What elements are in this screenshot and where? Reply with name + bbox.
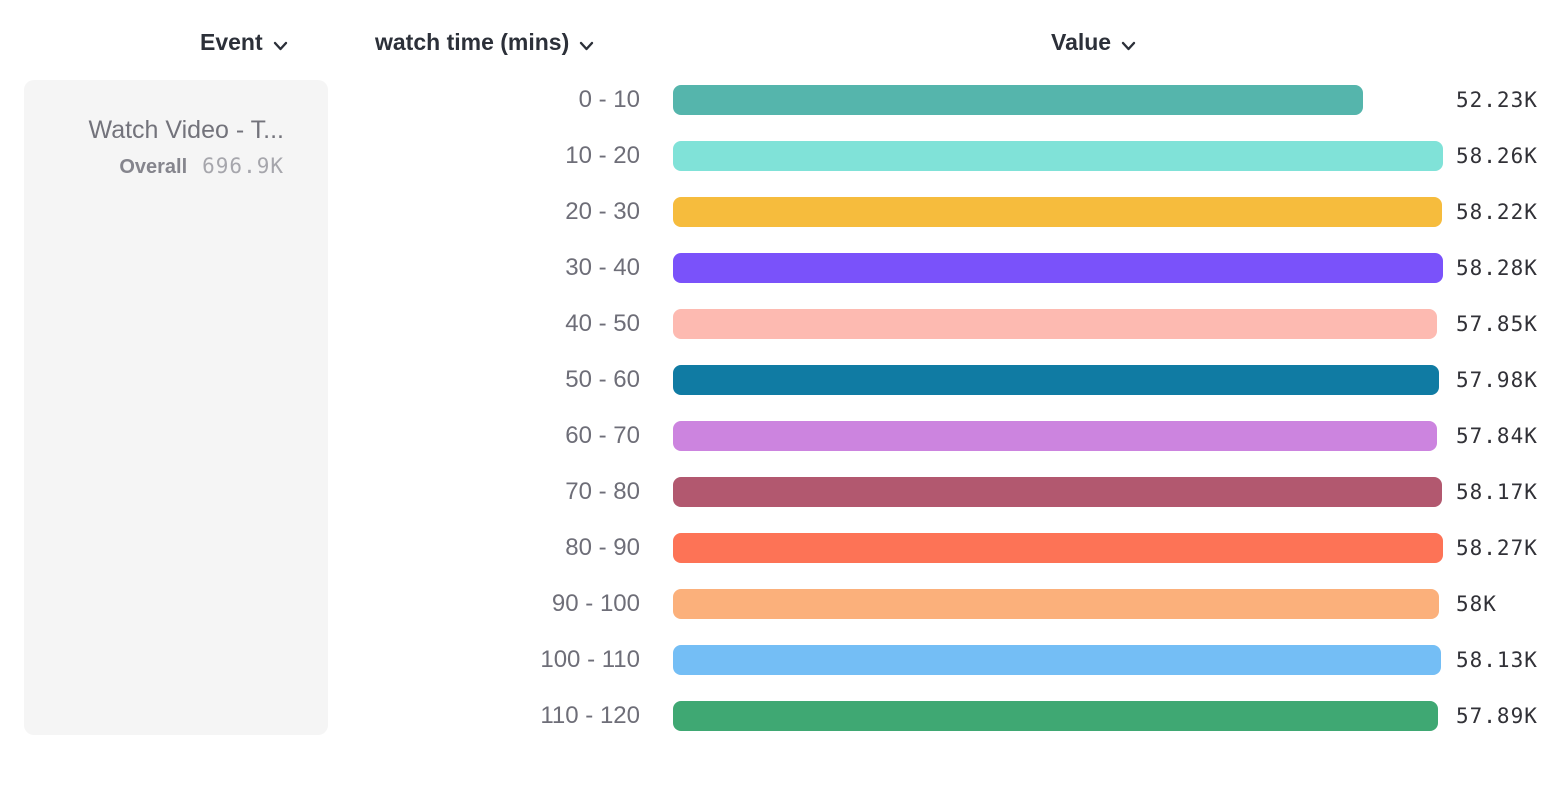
chart-row: 90 - 100 58K — [0, 576, 1568, 632]
legend-overall-row: Overall 696.9K — [24, 154, 284, 179]
bar[interactable] — [673, 477, 1442, 507]
bar-chart: 0 - 10 52.23K 10 - 20 58.26K 20 - 30 58.… — [0, 72, 1568, 744]
chart-row: 10 - 20 58.26K — [0, 128, 1568, 184]
chevron-down-icon — [579, 30, 594, 57]
legend-overall-value: 696.9K — [202, 154, 284, 178]
bar[interactable] — [673, 309, 1438, 339]
bar-value-label: 58.17K — [1456, 480, 1538, 504]
bucket-label: 0 - 10 — [578, 86, 640, 113]
bar-value-label: 58.27K — [1456, 536, 1538, 560]
bucket-label: 90 - 100 — [551, 590, 640, 617]
bucket-label: 80 - 90 — [565, 534, 640, 561]
bar[interactable] — [673, 421, 1438, 451]
chart-row: 50 - 60 57.98K — [0, 352, 1568, 408]
bar-track — [673, 533, 1443, 563]
event-dropdown-label: Event — [200, 28, 263, 55]
chart-row: 20 - 30 58.22K — [0, 184, 1568, 240]
bar-value-label: 52.23K — [1456, 88, 1538, 112]
bar[interactable] — [673, 141, 1443, 171]
bucket-label: 100 - 110 — [540, 646, 640, 673]
bar-value-label: 57.85K — [1456, 312, 1538, 336]
bar[interactable] — [673, 589, 1440, 619]
bar-track — [673, 365, 1443, 395]
bar-track — [673, 309, 1443, 339]
chart-row: 30 - 40 58.28K — [0, 240, 1568, 296]
bar-value-label: 58K — [1456, 592, 1497, 616]
bar-value-label: 58.28K — [1456, 256, 1538, 280]
bar[interactable] — [673, 197, 1443, 227]
chart-row: 100 - 110 58.13K — [0, 632, 1568, 688]
bar[interactable] — [673, 701, 1438, 731]
bar-value-label: 58.22K — [1456, 200, 1538, 224]
chart-row: 40 - 50 57.85K — [0, 296, 1568, 352]
bar-track — [673, 85, 1443, 115]
bar-track — [673, 421, 1443, 451]
value-dropdown[interactable]: Value — [1051, 26, 1136, 58]
chevron-down-icon — [273, 30, 288, 57]
chevron-down-icon — [1121, 30, 1136, 57]
chart-row: 80 - 90 58.27K — [0, 520, 1568, 576]
bucket-label: 110 - 120 — [540, 702, 640, 729]
bar-value-label: 58.26K — [1456, 144, 1538, 168]
event-dropdown[interactable]: Event — [200, 26, 288, 58]
bucket-label: 40 - 50 — [565, 310, 640, 337]
bar[interactable] — [673, 85, 1364, 115]
bar[interactable] — [673, 645, 1441, 675]
bar-value-label: 57.84K — [1456, 424, 1538, 448]
legend-overall-label: Overall — [119, 156, 188, 178]
breakdown-dropdown[interactable]: watch time (mins) — [375, 26, 594, 58]
bar-track — [673, 589, 1443, 619]
bar[interactable] — [673, 365, 1440, 395]
chart-row: 70 - 80 58.17K — [0, 464, 1568, 520]
legend-event-name[interactable]: Watch Video - T... — [88, 116, 284, 144]
bar-value-label: 57.98K — [1456, 368, 1538, 392]
bar-value-label: 57.89K — [1456, 704, 1538, 728]
bucket-label: 30 - 40 — [565, 254, 640, 281]
value-dropdown-label: Value — [1051, 28, 1112, 55]
bar-track — [673, 645, 1443, 675]
chart-row: 60 - 70 57.84K — [0, 408, 1568, 464]
chart-row: 110 - 120 57.89K — [0, 688, 1568, 744]
bucket-label: 20 - 30 — [565, 198, 640, 225]
bucket-label: 60 - 70 — [565, 422, 640, 449]
bar-track — [673, 197, 1443, 227]
chart-row: 0 - 10 52.23K — [0, 72, 1568, 128]
legend-card: Watch Video - T... Overall 696.9K — [24, 80, 328, 735]
bucket-label: 50 - 60 — [565, 366, 640, 393]
bar-track — [673, 141, 1443, 171]
bucket-label: 70 - 80 — [565, 478, 640, 505]
bar[interactable] — [673, 533, 1443, 563]
bar-track — [673, 477, 1443, 507]
bar-track — [673, 701, 1443, 731]
breakdown-dropdown-label: watch time (mins) — [375, 28, 570, 55]
bar-track — [673, 253, 1443, 283]
bar-value-label: 58.13K — [1456, 648, 1538, 672]
bar[interactable] — [673, 253, 1443, 283]
bucket-label: 10 - 20 — [565, 142, 640, 169]
